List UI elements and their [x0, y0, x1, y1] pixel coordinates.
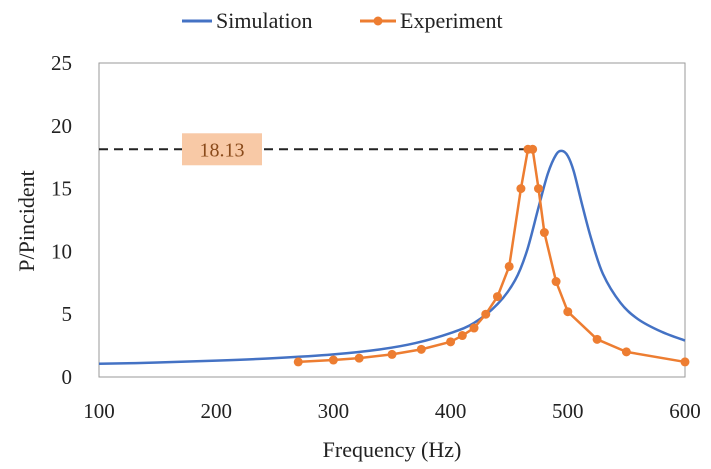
y-axis-ticks: 0 5 10 15 20 25	[51, 51, 72, 389]
legend-label-simulation: Simulation	[216, 8, 313, 33]
y-tick-label: 10	[51, 239, 72, 263]
data-point-experiment	[492, 292, 502, 302]
x-axis-title: Frequency (Hz)	[323, 437, 462, 462]
x-tick-label: 100	[83, 399, 115, 423]
data-point-experiment	[354, 353, 364, 363]
y-tick-label: 5	[62, 302, 73, 326]
series-line-experiment	[298, 148, 686, 364]
legend-marker-experiment	[373, 16, 383, 26]
data-point-experiment	[293, 357, 303, 367]
data-point-experiment	[592, 334, 602, 344]
data-point-experiment	[469, 323, 479, 333]
data-point-experiment	[621, 347, 631, 357]
data-point-experiment	[539, 228, 549, 238]
series-layer	[98, 144, 690, 367]
x-tick-label: 600	[669, 399, 701, 423]
y-tick-label: 25	[51, 51, 72, 75]
data-point-experiment	[446, 337, 456, 347]
data-point-experiment	[516, 184, 526, 194]
data-point-experiment	[481, 309, 491, 319]
data-point-experiment	[457, 331, 467, 341]
y-tick-label: 15	[51, 177, 72, 201]
data-point-experiment	[387, 349, 397, 359]
data-point-experiment	[416, 344, 426, 354]
data-point-experiment	[563, 307, 573, 317]
data-point-experiment	[328, 355, 338, 365]
data-point-experiment	[551, 277, 561, 287]
x-tick-label: 300	[318, 399, 350, 423]
data-point-experiment	[504, 261, 514, 271]
x-tick-label: 500	[552, 399, 584, 423]
legend-label-experiment: Experiment	[400, 8, 503, 33]
data-point-experiment	[534, 184, 543, 194]
y-tick-label: 20	[51, 114, 72, 138]
x-tick-label: 400	[435, 399, 467, 423]
plot-area	[98, 62, 686, 378]
x-axis-ticks: 100 200 300 400 500 600	[83, 399, 701, 423]
x-tick-label: 200	[200, 399, 232, 423]
series-line-simulation	[98, 149, 686, 366]
legend: Simulation Experiment	[182, 8, 503, 33]
y-tick-label: 0	[62, 365, 73, 389]
y-axis-title: P/Pincident	[14, 170, 39, 271]
annotation-box	[182, 133, 262, 166]
data-point-experiment	[680, 357, 690, 367]
annotation-label: 18.13	[200, 139, 245, 161]
data-point-experiment	[528, 144, 538, 154]
